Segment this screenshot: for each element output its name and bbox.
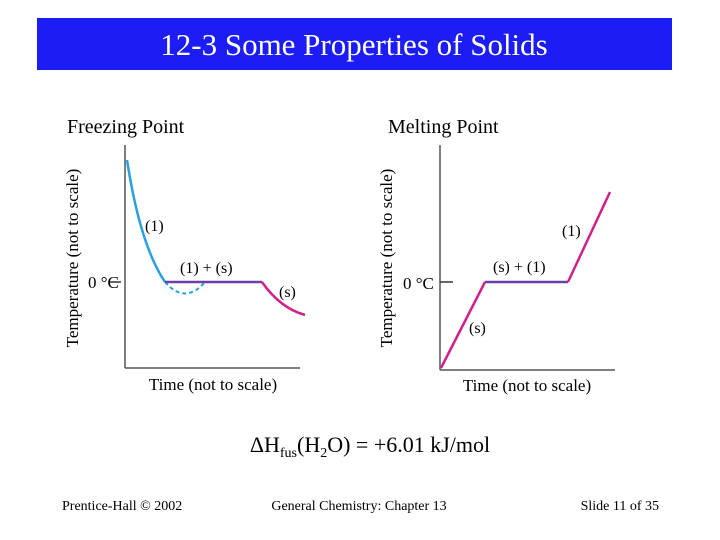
x-label: Time (not to scale) — [463, 376, 591, 395]
footer-center: General Chemistry: Chapter 13 — [271, 499, 446, 514]
region-label: (1) + (s) — [180, 260, 233, 277]
formula-part: ΔH — [250, 432, 280, 457]
footer-right: Slide 11 of 35 — [581, 499, 659, 514]
region-label: (s) + (1) — [493, 259, 546, 276]
zero-label: 0 °C — [403, 274, 434, 293]
subscript: fus — [280, 446, 297, 461]
liquid-curve — [125, 159, 167, 283]
title-bar — [37, 18, 672, 70]
heading: Freezing Point — [67, 116, 185, 138]
heading: Melting Point — [388, 116, 499, 138]
x-label: Time (not to scale) — [149, 375, 277, 394]
subscript: 2 — [320, 446, 327, 461]
liquid-line — [566, 191, 612, 283]
region-label: (1) — [562, 223, 581, 240]
title: 12-3 Some Properties of Solids — [160, 27, 548, 62]
region-label: (s) — [469, 320, 486, 337]
solid-curve — [260, 281, 306, 317]
region-label: (s) — [279, 284, 296, 301]
formula: ΔHfus(H2O) = +6.01 kJ/mol — [250, 432, 490, 461]
y-label: Temperature (not to scale) — [377, 169, 396, 348]
region-label: (1) — [145, 218, 164, 235]
solid-line — [439, 281, 487, 369]
supercool-curve — [164, 281, 206, 295]
zero-label: 0 °C — [88, 273, 119, 292]
formula-part: O) = +6.01 kJ/mol — [327, 432, 490, 457]
footer-left: Prentice-Hall © 2002 — [62, 499, 182, 514]
formula-part: (H — [297, 432, 320, 457]
y-label: Temperature (not to scale) — [63, 169, 82, 348]
